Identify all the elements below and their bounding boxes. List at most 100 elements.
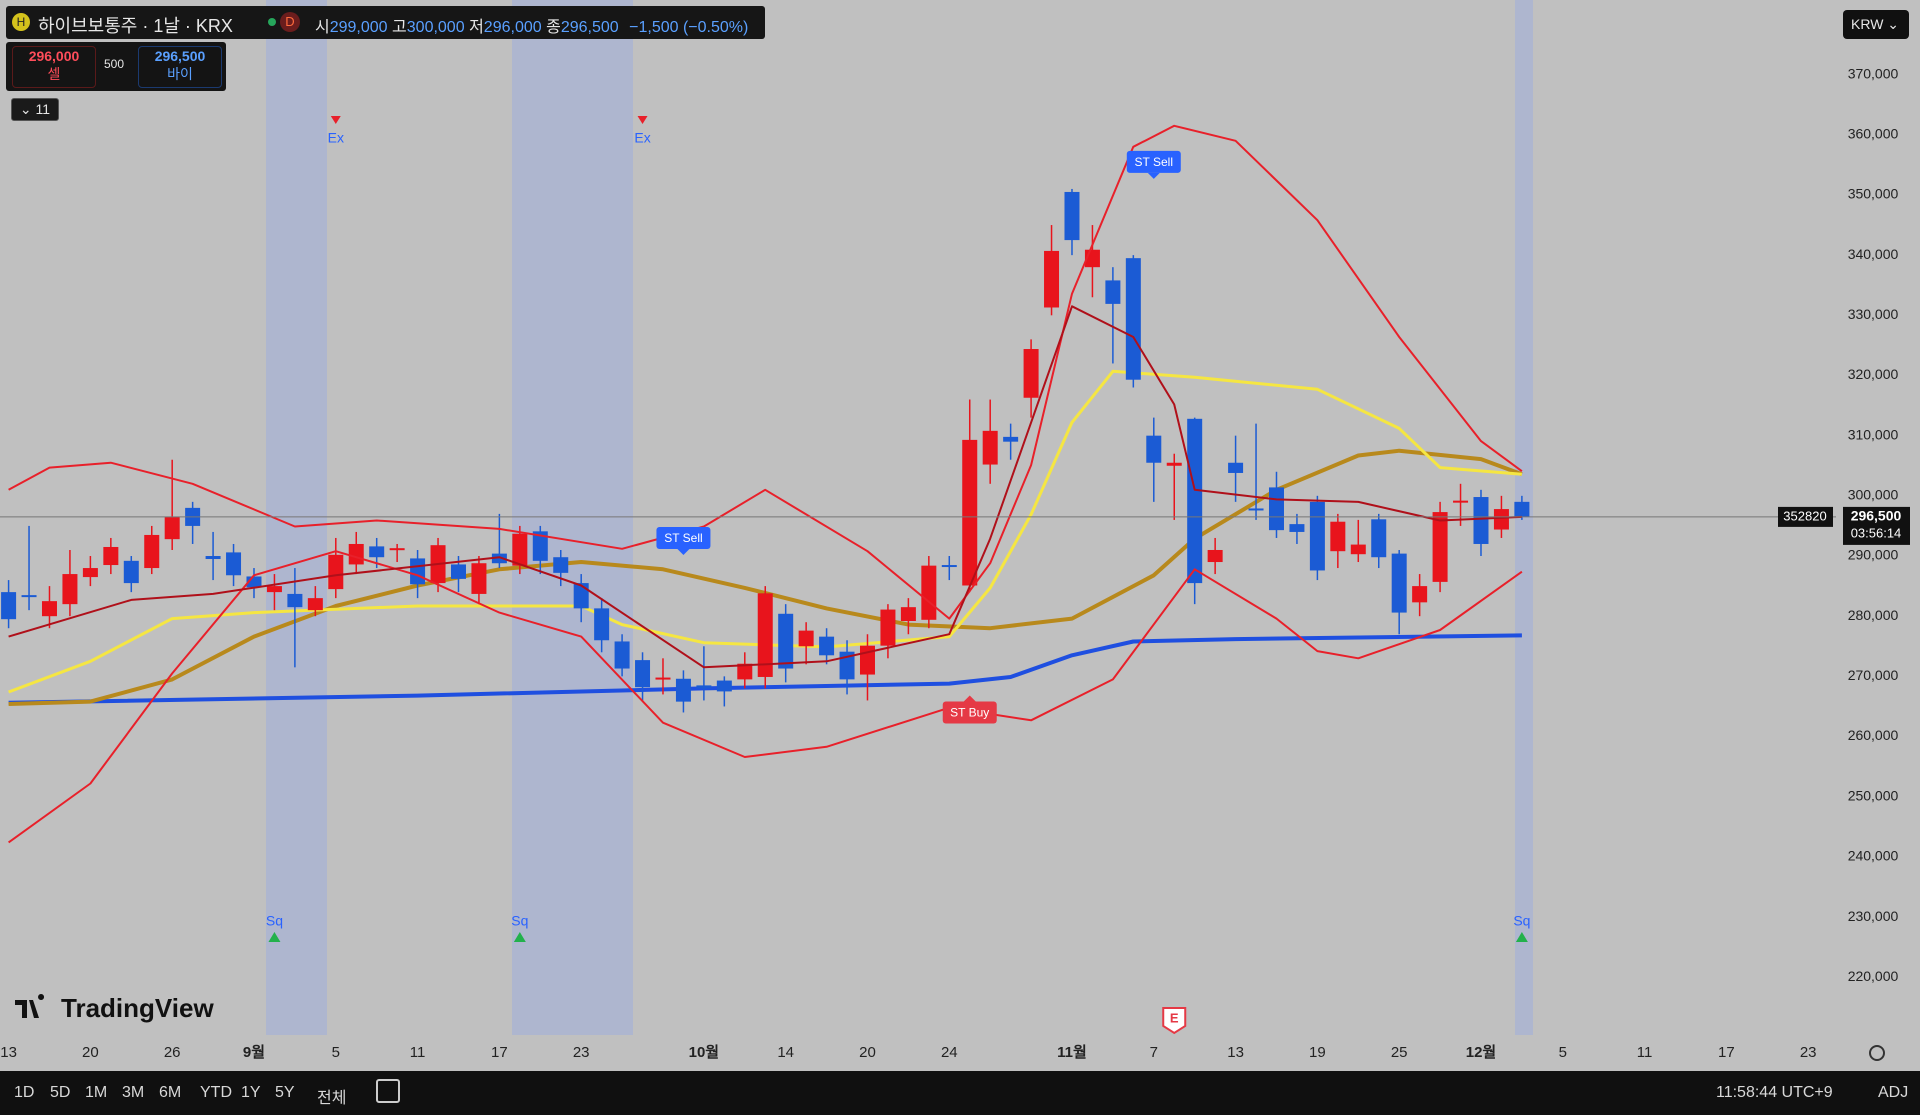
- x-tick-label: 10월: [689, 1044, 720, 1061]
- candle-body: [41, 601, 57, 617]
- range-button[interactable]: 5D: [50, 1084, 71, 1101]
- candle-body: [1412, 586, 1428, 603]
- chart: 220,000 230,000 240,000 250,000 260,000 270,0…: [0, 0, 1920, 1071]
- signal-arrow: [963, 695, 976, 702]
- x-tick-label: 19: [1309, 1044, 1326, 1061]
- candle-body: [1187, 418, 1203, 584]
- squeeze-zone: [512, 0, 633, 1035]
- candle-body: [389, 548, 405, 551]
- x-tick-label: 11월: [1057, 1044, 1087, 1061]
- range-button[interactable]: 6M: [159, 1084, 182, 1101]
- settings-icon[interactable]: [1869, 1045, 1885, 1061]
- candle-body: [1105, 280, 1121, 304]
- candle-body: [1044, 250, 1060, 308]
- x-tick-label: 20: [859, 1044, 876, 1061]
- market-dot: [268, 18, 276, 26]
- candle-body: [287, 593, 303, 608]
- exit-label: Ex: [634, 130, 650, 146]
- candle-body: [82, 568, 98, 578]
- candle-body: [1023, 349, 1039, 398]
- squeeze-arrow: [268, 932, 281, 942]
- candle-body: [982, 430, 998, 465]
- candle-body: [757, 593, 773, 677]
- candle-body: [778, 613, 794, 669]
- candle-body: [1248, 508, 1264, 511]
- x-tick-label: 25: [1391, 1044, 1408, 1061]
- spread: 500: [104, 57, 125, 71]
- candle-body: [573, 583, 589, 609]
- candle-body: [1207, 549, 1223, 563]
- candle-body: [369, 546, 385, 558]
- y-tick-label: 310,000: [1848, 426, 1899, 442]
- candle-body: [1473, 497, 1489, 544]
- candle-body: [1493, 509, 1509, 530]
- y-tick-label: 240,000: [1848, 848, 1899, 864]
- range-button[interactable]: 1M: [85, 1084, 108, 1101]
- y-tick-label: 350,000: [1848, 186, 1899, 202]
- candle-body: [1268, 487, 1284, 531]
- signal-arrow: [1147, 172, 1160, 179]
- candle-body: [594, 608, 610, 641]
- adj-button[interactable]: ADJ: [1878, 1084, 1909, 1101]
- currency-select[interactable]: KRW ⌄: [1843, 10, 1909, 39]
- buy-button[interactable]: 296,500 바이: [138, 46, 222, 88]
- interval-badge: D: [280, 12, 300, 32]
- buy-price: 296,500: [154, 48, 206, 64]
- candle-body: [1, 592, 17, 620]
- y-tick-label: 250,000: [1848, 787, 1899, 803]
- squeeze-arrow: [513, 932, 526, 942]
- squeeze-label: Sq: [266, 913, 283, 929]
- x-tick-label: 13: [1227, 1044, 1244, 1061]
- range-button[interactable]: 1Y: [241, 1084, 261, 1101]
- candle-body: [1146, 435, 1162, 463]
- logo-text: TradingView: [61, 993, 214, 1023]
- candle-body: [328, 554, 344, 590]
- date-range-icon[interactable]: [376, 1079, 400, 1103]
- candle-body: [798, 630, 814, 647]
- candle-body: [1309, 501, 1325, 571]
- range-button[interactable]: 전체: [317, 1090, 347, 1107]
- price-label: 296,500: [1851, 508, 1902, 524]
- candle-body: [1330, 521, 1346, 552]
- range-button[interactable]: 3M: [122, 1084, 145, 1101]
- x-tick-label: 5: [1559, 1044, 1567, 1061]
- x-tick-label: 26: [164, 1044, 181, 1061]
- signal-arrow: [677, 548, 690, 555]
- y-tick-label: 260,000: [1848, 727, 1899, 743]
- x-tick-label: 7: [1150, 1044, 1158, 1061]
- x-tick-label: 14: [777, 1044, 794, 1061]
- countdown: 03:56:14: [1851, 525, 1902, 540]
- y-tick-label: 360,000: [1848, 125, 1899, 141]
- label: 종: [546, 19, 561, 36]
- candle-body: [962, 439, 978, 586]
- candle-body: [307, 598, 323, 611]
- candle-body: [1514, 501, 1530, 517]
- y-tick-label: 340,000: [1848, 246, 1899, 262]
- indicator-line: [8, 550, 1523, 844]
- y-tick-label: 280,000: [1848, 607, 1899, 623]
- indicator-line: [8, 369, 1523, 694]
- candle-body: [553, 557, 569, 573]
- squeeze-arrow: [1515, 932, 1528, 942]
- range-button[interactable]: 1D: [14, 1084, 35, 1101]
- exit-label: Ex: [328, 130, 344, 146]
- candle-body: [1391, 553, 1407, 613]
- range-button[interactable]: YTD: [200, 1084, 232, 1101]
- x-tick-label: 17: [491, 1044, 508, 1061]
- candle-body: [819, 636, 835, 656]
- symbol-name[interactable]: 하이브보통주 · 1날 · KRX: [38, 16, 233, 36]
- range-button[interactable]: 5Y: [275, 1084, 295, 1101]
- candle-body: [859, 645, 875, 675]
- y-tick-label: 330,000: [1848, 306, 1899, 322]
- volume-label: 352820: [1783, 508, 1826, 523]
- indicator-toggle[interactable]: ⌄ 11: [11, 98, 59, 121]
- x-tick-label: 13: [0, 1044, 17, 1061]
- x-tick-label: 11: [1637, 1044, 1653, 1061]
- candle-body: [655, 677, 671, 680]
- currency: KRW: [1851, 16, 1884, 32]
- x-tick-label: 23: [573, 1044, 590, 1061]
- candle-body: [716, 680, 732, 692]
- sell-button[interactable]: 296,000 셀: [12, 46, 96, 88]
- buy-label: 바이: [167, 66, 193, 82]
